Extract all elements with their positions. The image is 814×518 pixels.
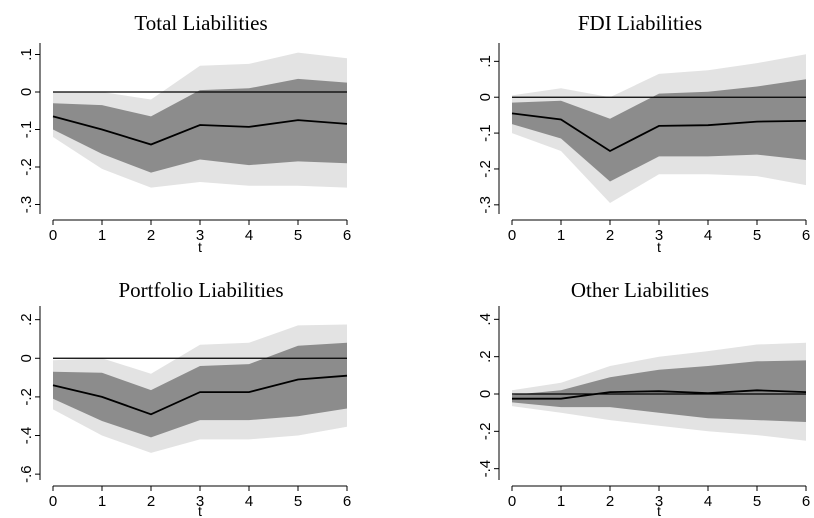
chart-panel-3: .2 0 -.2 -.4 -.6 0 1 2 3 4 5 6 t Portfolio Liabilitie… — [18, 278, 351, 518]
x-tick-label: 5 — [753, 493, 761, 510]
x-tick-label: 1 — [98, 227, 106, 244]
x-tick-label: 5 — [753, 227, 761, 244]
y-tick-label: -.2 — [477, 160, 494, 178]
chart-title: FDI Liabilities — [578, 11, 702, 35]
chart-title: Other Liabilities — [571, 278, 709, 302]
y-tick-label: .4 — [477, 313, 494, 326]
x-tick-label: 3 — [196, 227, 204, 244]
chart-panel-4: .4 .2 0 -.2 -.4 0 1 2 3 4 5 6 t Other Liabilities — [477, 278, 810, 518]
x-tick-label: 0 — [49, 227, 57, 244]
x-tick-label: 2 — [147, 227, 155, 244]
y-tick-label: -.2 — [18, 158, 35, 176]
x-tick-label: 6 — [343, 493, 351, 510]
x-tick-label: 4 — [245, 493, 253, 510]
x-tick-label: 6 — [802, 493, 810, 510]
x-tick-label: 6 — [343, 227, 351, 244]
x-tick-label: 3 — [655, 493, 663, 510]
x-tick-label: 2 — [606, 493, 614, 510]
x-axis-title: t — [657, 503, 661, 518]
x-tick-label: 0 — [49, 493, 57, 510]
x-tick-label: 2 — [147, 493, 155, 510]
x-axis-title: t — [198, 503, 202, 518]
chart-title: Portfolio Liabilities — [118, 278, 283, 302]
y-tick-label: -.2 — [477, 423, 494, 441]
y-tick-label: .2 — [18, 313, 35, 326]
y-tick-label: -.1 — [477, 124, 494, 142]
chart-title: Total Liabilities — [134, 11, 267, 35]
x-tick-label: 5 — [294, 493, 302, 510]
x-tick-label: 1 — [557, 493, 565, 510]
x-axis-title: t — [198, 239, 202, 255]
y-tick-label: 0 — [477, 390, 494, 398]
x-tick-label: 0 — [508, 227, 516, 244]
y-tick-label: 0 — [18, 354, 35, 362]
y-tick-label: -.4 — [477, 460, 494, 478]
y-tick-label: 0 — [477, 93, 494, 101]
x-tick-label: 3 — [655, 227, 663, 244]
x-tick-label: 4 — [704, 227, 712, 244]
y-tick-label: -.3 — [18, 196, 35, 214]
y-tick-label: .1 — [18, 48, 35, 61]
y-tick-label: -.1 — [18, 121, 35, 139]
y-tick-label: .2 — [477, 350, 494, 363]
x-tick-label: 1 — [557, 227, 565, 244]
x-tick-label: 4 — [245, 227, 253, 244]
x-tick-label: 6 — [802, 227, 810, 244]
inner-confidence-band — [512, 79, 806, 182]
y-tick-label: -.6 — [18, 465, 35, 483]
inner-confidence-band — [53, 342, 347, 438]
chart-panel-1: .1 0 -.1 -.2 -.3 0 1 2 3 4 5 6 t Total Liabilities — [18, 11, 351, 255]
impulse-response-line — [52, 115, 348, 146]
x-axis-title: t — [657, 239, 661, 255]
x-tick-label: 4 — [704, 493, 712, 510]
x-tick-label: 3 — [196, 493, 204, 510]
x-tick-label: 0 — [508, 493, 516, 510]
y-tick-label: .1 — [477, 55, 494, 68]
impulse-response-line — [512, 389, 807, 400]
impulse-response-line — [52, 374, 348, 416]
y-tick-label: 0 — [18, 88, 35, 96]
y-tick-label: -.4 — [18, 427, 35, 445]
chart-panel-2: .1 0 -.1 -.2 -.3 0 1 2 3 4 5 6 t FDI Liabilities — [477, 11, 810, 255]
impulse-response-line — [511, 112, 807, 153]
y-tick-label: -.2 — [18, 388, 35, 406]
x-tick-label: 2 — [606, 227, 614, 244]
x-tick-label: 5 — [294, 227, 302, 244]
y-tick-label: -.3 — [477, 196, 494, 214]
x-tick-label: 1 — [98, 493, 106, 510]
